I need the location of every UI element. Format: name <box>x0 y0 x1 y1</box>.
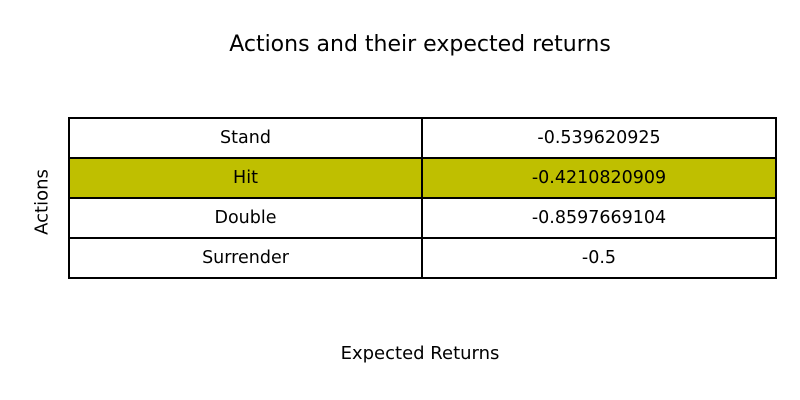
action-cell: Stand <box>68 117 423 159</box>
expected-return-cell: -0.4210820909 <box>421 157 777 199</box>
expected-return-cell: -0.539620925 <box>421 117 777 159</box>
x-axis-label: Expected Returns <box>340 343 500 364</box>
expected-return-cell: -0.5 <box>421 237 777 279</box>
y-axis-label: Actions <box>31 169 53 235</box>
table-row: Stand -0.539620925 <box>68 117 777 159</box>
table-row: Surrender -0.5 <box>68 237 777 279</box>
table-row: Hit -0.4210820909 <box>68 157 777 199</box>
action-cell: Surrender <box>68 237 423 279</box>
table-row: Double -0.8597669104 <box>68 197 777 239</box>
action-cell: Hit <box>68 157 423 199</box>
action-cell: Double <box>68 197 423 239</box>
expected-returns-table: Stand -0.539620925 Hit -0.4210820909 Double -… <box>68 117 777 279</box>
chart-title: Actions and their expected returns <box>229 32 611 57</box>
expected-return-cell: -0.8597669104 <box>421 197 777 239</box>
